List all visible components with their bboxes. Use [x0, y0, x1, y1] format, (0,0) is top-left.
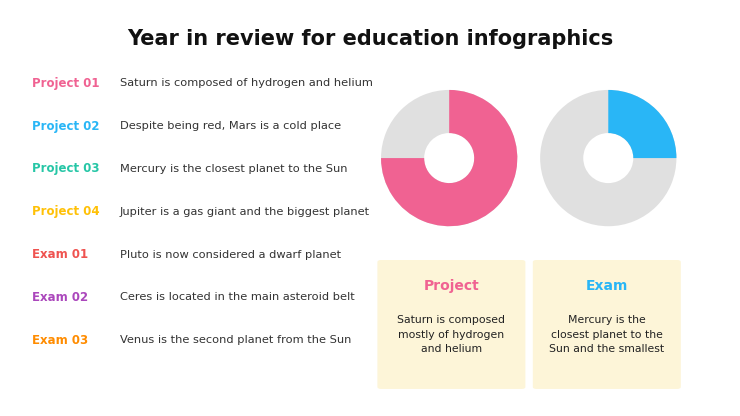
Text: Ceres is located in the main asteroid belt: Ceres is located in the main asteroid be… [120, 292, 354, 302]
Bar [381, 90, 517, 226]
Text: Venus is the second planet from the Sun: Venus is the second planet from the Sun [120, 335, 351, 345]
Text: 75%: 75% [425, 203, 473, 223]
Text: 25%: 25% [585, 203, 632, 223]
Text: Exam 03: Exam 03 [32, 334, 88, 347]
Text: Project 02: Project 02 [32, 119, 99, 133]
Text: Project 03: Project 03 [32, 162, 99, 176]
Text: Mercury is the closest planet to the Sun: Mercury is the closest planet to the Sun [120, 164, 347, 174]
Text: Year in review for education infographics: Year in review for education infographic… [127, 29, 613, 49]
Text: Mercury is the
closest planet to the
Sun and the smallest: Mercury is the closest planet to the Sun… [549, 315, 665, 354]
Text: Exam 02: Exam 02 [32, 291, 88, 304]
Text: Project 04: Project 04 [32, 205, 99, 218]
Bar [540, 90, 676, 226]
Text: Pluto is now considered a dwarf planet: Pluto is now considered a dwarf planet [120, 250, 341, 260]
FancyBboxPatch shape [533, 260, 681, 389]
Text: Saturn is composed
mostly of hydrogen
and helium: Saturn is composed mostly of hydrogen an… [397, 315, 505, 354]
Bar [381, 90, 517, 226]
Text: Exam: Exam [585, 279, 628, 293]
Text: Saturn is composed of hydrogen and helium: Saturn is composed of hydrogen and heliu… [120, 78, 373, 88]
Text: Despite being red, Mars is a cold place: Despite being red, Mars is a cold place [120, 121, 341, 131]
Text: Exam 01: Exam 01 [32, 248, 88, 261]
Bar [608, 90, 676, 158]
Text: Jupiter is a gas giant and the biggest planet: Jupiter is a gas giant and the biggest p… [120, 207, 370, 217]
Text: Project 01: Project 01 [32, 77, 99, 90]
FancyBboxPatch shape [377, 260, 525, 389]
Text: Project: Project [423, 279, 480, 293]
